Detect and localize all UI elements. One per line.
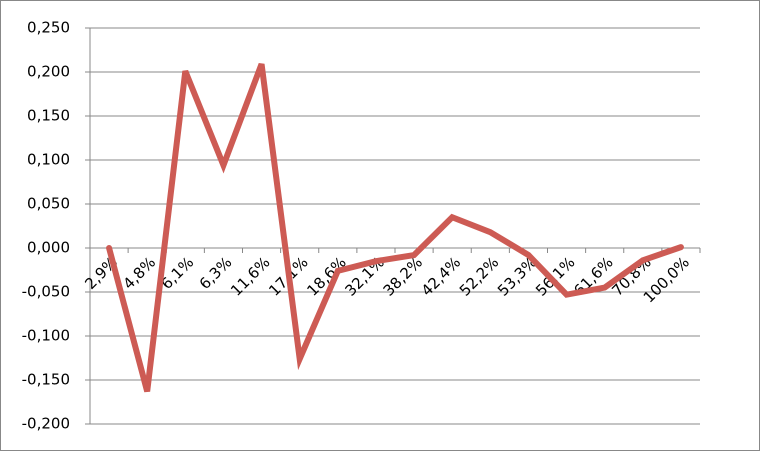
y-tick-label: 0,250 [27,19,70,37]
y-tick-label: -0,050 [22,283,70,301]
y-tick-label: -0,100 [22,327,70,345]
y-tick-label: 0,100 [27,151,70,169]
y-tick-label: 0,150 [27,107,70,125]
y-tick-label: 0,200 [27,63,70,81]
y-tick-label: -0,200 [22,415,70,433]
y-tick-label: 0,000 [27,239,70,257]
y-tick-label: 0,050 [27,195,70,213]
y-tick-label: -0,150 [22,371,70,389]
line-series [106,63,684,393]
